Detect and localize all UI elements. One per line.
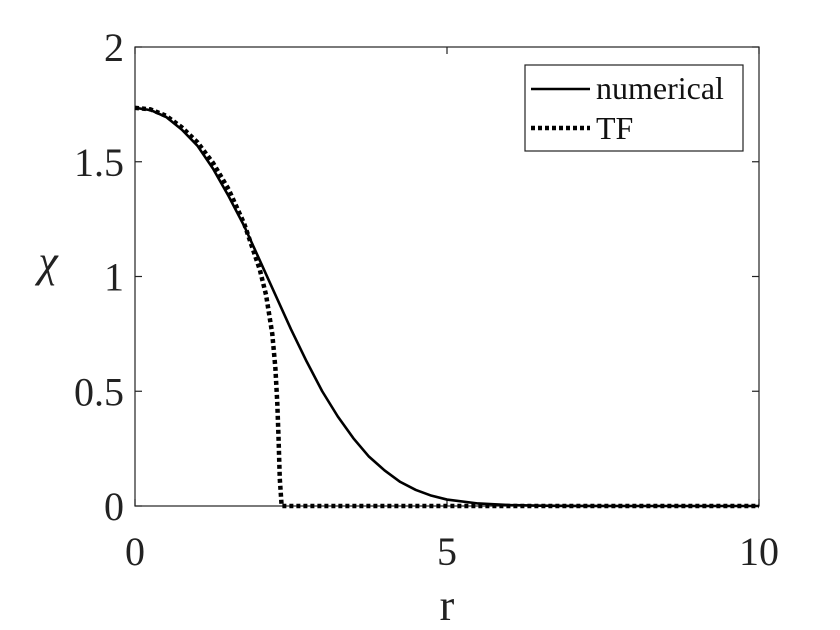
series-line-numerical bbox=[134, 106, 759, 508]
axis-tick-labels: 0 5 10 0 0.5 1 1.5 2 bbox=[74, 25, 779, 574]
y-tick-label: 2 bbox=[104, 25, 124, 70]
legend: numerical TF bbox=[524, 64, 744, 152]
axis-ticks bbox=[134, 46, 760, 507]
x-axis-label: r bbox=[440, 581, 455, 630]
legend-box bbox=[524, 64, 744, 152]
legend-label-numerical: numerical bbox=[596, 70, 724, 106]
y-tick-label: 0.5 bbox=[74, 369, 124, 414]
legend-label-tf: TF bbox=[596, 110, 633, 146]
x-tick-label: 0 bbox=[125, 529, 145, 574]
y-tick-label: 1.5 bbox=[74, 140, 124, 185]
series-line-tf bbox=[134, 105, 759, 509]
y-axis-label: χ bbox=[34, 237, 59, 286]
y-tick-label: 1 bbox=[104, 255, 124, 300]
y-tick-label: 0 bbox=[104, 484, 124, 529]
x-tick-label: 10 bbox=[739, 529, 779, 574]
x-tick-label: 5 bbox=[437, 529, 457, 574]
series-lines bbox=[134, 105, 759, 509]
